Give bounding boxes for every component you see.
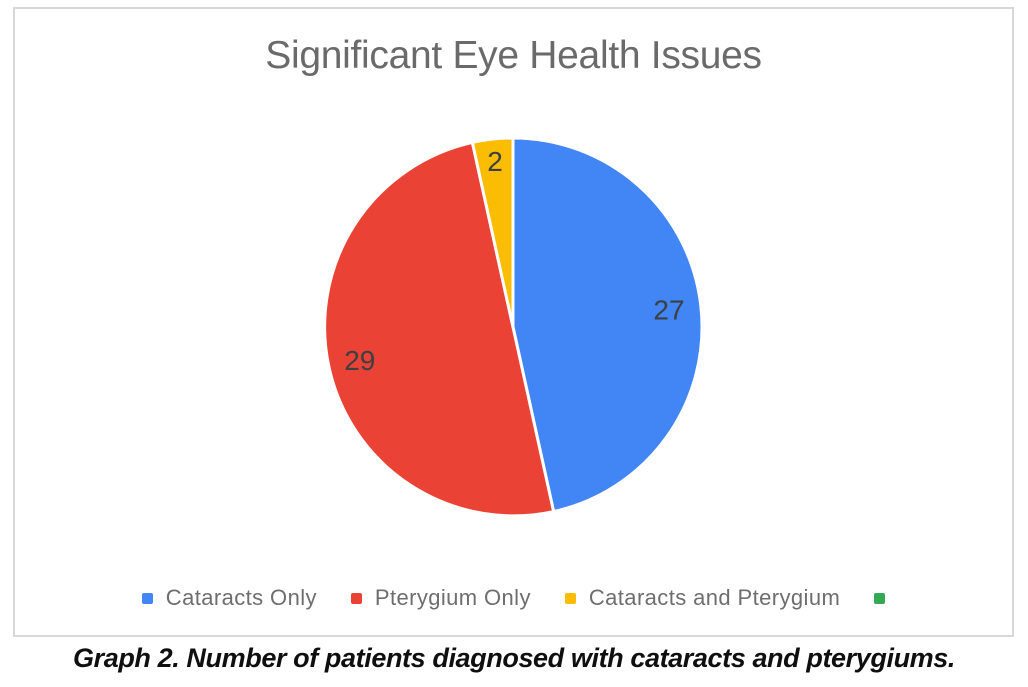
figure-caption: Graph 2. Number of patients diagnosed wi…: [73, 643, 955, 673]
legend-label: Cataracts Only: [165, 585, 317, 610]
legend-item-cataracts-only: Cataracts Only: [141, 585, 317, 611]
pie-chart: 27 29 2: [323, 136, 704, 518]
legend-swatch-icon: [141, 592, 153, 604]
pie-slice-cataracts-and-pterygium: [470, 136, 515, 329]
pie-slice-label-cataracts-and-pterygium: 2: [487, 146, 503, 177]
legend-swatch-icon: [350, 592, 362, 604]
legend-swatch-icon: [874, 592, 886, 604]
chart-title: Significant Eye Health Issues: [265, 34, 762, 77]
legend-item-unlabeled: [874, 592, 886, 604]
legend-label: Cataracts and Pterygium: [588, 585, 841, 610]
pie-slice-label-pterygium-only: 29: [344, 345, 375, 376]
legend-item-pterygium-only: Pterygium Only: [350, 585, 531, 611]
embedded-chart[interactable]: Significant Eye Health Issues 27 29 2 Cata…: [13, 7, 1014, 637]
pie-slice-label-cataracts-only: 27: [653, 295, 684, 326]
legend-item-cataracts-and-pterygium: Cataracts and Pterygium: [564, 585, 841, 611]
pie-slice-pterygium-only: [323, 140, 556, 518]
legend-swatch-icon: [564, 592, 576, 604]
legend-label: Pterygium Only: [374, 585, 531, 610]
chart-legend: Cataracts Only Pterygium Only Cataracts an…: [15, 585, 1012, 611]
pie-slice-cataracts-only: [511, 136, 704, 514]
